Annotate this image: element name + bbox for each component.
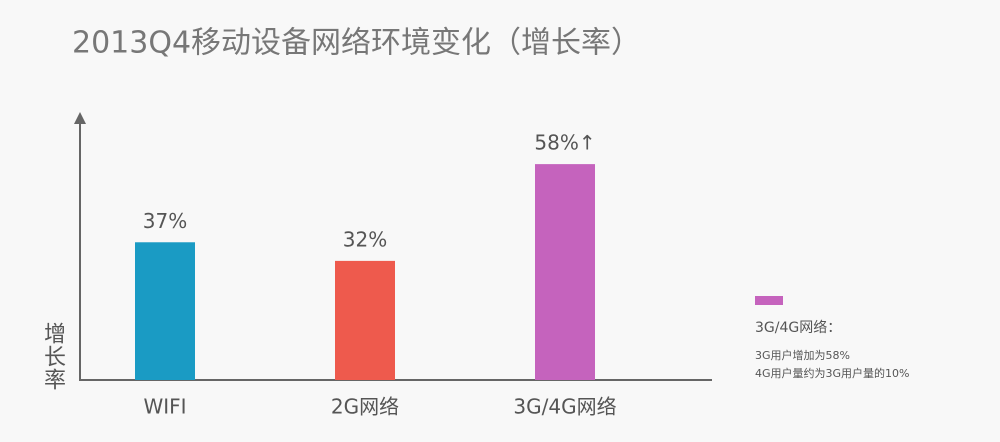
value-label: 37% [143, 209, 187, 233]
legend-note: 4G用户量约为3G用户量的10% [755, 366, 910, 380]
y-axis-label: 增长率 [40, 322, 66, 391]
x-tick-label: WIFI [143, 395, 186, 419]
legend-title: 3G/4G网络： [755, 320, 841, 336]
legend-note: 3G用户增加为58% [755, 348, 850, 362]
bar [335, 260, 395, 380]
value-label: 32% [343, 227, 387, 251]
x-tick-label: 3G/4G网络 [513, 395, 616, 419]
x-tick-label: 2G网络 [331, 395, 399, 419]
bar [535, 164, 595, 380]
bar [135, 242, 195, 380]
value-label: 58%↑ [534, 131, 595, 155]
legend-swatch [755, 296, 783, 305]
y-axis-arrow [74, 112, 86, 124]
chart-title: 2013Q4移动设备网络环境变化（增长率） [72, 26, 641, 61]
